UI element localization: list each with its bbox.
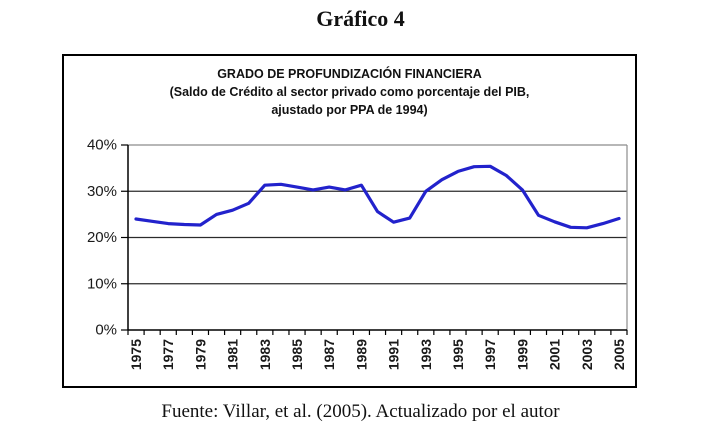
x-axis-label: 1989	[353, 339, 369, 370]
page-title: Gráfico 4	[316, 6, 405, 31]
source-caption: Fuente: Villar, et al. (2005). Actualiza…	[161, 401, 560, 422]
x-axis-label: 1995	[450, 339, 466, 370]
x-axis-label: 1981	[225, 339, 241, 370]
y-axis-label: 10%	[87, 275, 117, 292]
x-axis-label: 1999	[514, 339, 530, 370]
y-axis-label: 20%	[87, 229, 117, 246]
chart-frame: GRADO DE PROFUNDIZACIÓN FINANCIERA (Sald…	[62, 54, 637, 388]
y-axis-label: 40%	[87, 137, 117, 154]
x-axis-label: 1987	[321, 339, 337, 370]
x-axis-label: 1975	[128, 339, 144, 370]
x-axis-label: 1977	[160, 339, 176, 370]
x-axis-label: 1979	[192, 339, 208, 370]
x-axis-label: 1985	[289, 339, 305, 370]
x-axis-label: 1993	[418, 339, 434, 370]
y-axis-label: 30%	[87, 183, 117, 200]
line-chart: 0% 10% 20% 30% 40% 1975 1977 1979 1981 1983 1985 19…	[87, 137, 628, 370]
x-axis-label: 1983	[257, 339, 273, 370]
chart-subtitle-line1: (Saldo de Crédito al sector privado como…	[169, 85, 530, 99]
x-axis-label: 2003	[579, 339, 595, 370]
x-axis-label: 1991	[386, 339, 402, 370]
x-axis-label: 2001	[547, 339, 563, 370]
chart-subtitle-line2: ajustado por PPA de 1994)	[271, 103, 428, 117]
data-line-series	[134, 164, 621, 230]
x-axis-label: 2005	[611, 339, 627, 370]
x-axis-label: 1997	[482, 339, 498, 370]
chart-title: GRADO DE PROFUNDIZACIÓN FINANCIERA	[217, 67, 482, 81]
y-axis-label: 0%	[95, 322, 117, 339]
chart-header: GRADO DE PROFUNDIZACIÓN FINANCIERA (Sald…	[64, 65, 635, 119]
